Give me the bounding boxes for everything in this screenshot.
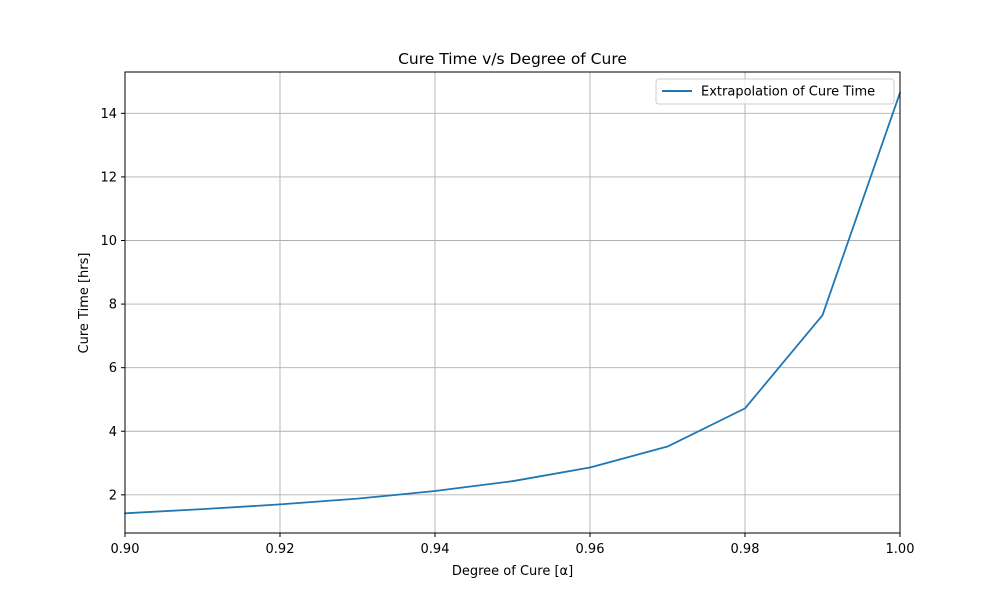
y-tick-label: 14 <box>100 107 117 122</box>
x-tick-label: 0.92 <box>266 542 295 557</box>
series-layer <box>124 91 901 515</box>
x-tick-label: 0.94 <box>421 542 450 557</box>
y-tick-label: 8 <box>109 298 117 313</box>
legend: Extrapolation of Cure Time <box>655 78 895 105</box>
series-line <box>124 91 901 515</box>
x-axis-ticks: 0.90 0.92 0.94 0.96 0.98 1.00 <box>111 533 915 557</box>
chart-title: Cure Time v/s Degree of Cure <box>398 50 627 68</box>
x-tick-label: 1.00 <box>886 542 915 557</box>
y-tick-label: 4 <box>109 425 117 440</box>
x-axis-label: Degree of Cure [α] <box>452 564 573 579</box>
y-axis-ticks: 2 4 6 8 10 12 14 <box>100 107 125 503</box>
y-tick-label: 10 <box>100 234 117 249</box>
x-tick-label: 0.96 <box>576 542 605 557</box>
y-tick-label: 2 <box>109 488 117 503</box>
grid-lines <box>124 72 901 533</box>
x-tick-label: 0.98 <box>731 542 760 557</box>
plot-area-frame <box>124 71 901 534</box>
y-axis-label: Cure Time [hrs] <box>77 253 92 354</box>
y-tick-label: 12 <box>100 170 117 185</box>
y-tick-label: 6 <box>109 361 117 376</box>
x-tick-label: 0.90 <box>111 542 140 557</box>
legend-label: Extrapolation of Cure Time <box>701 85 875 100</box>
legend-box <box>655 78 895 105</box>
